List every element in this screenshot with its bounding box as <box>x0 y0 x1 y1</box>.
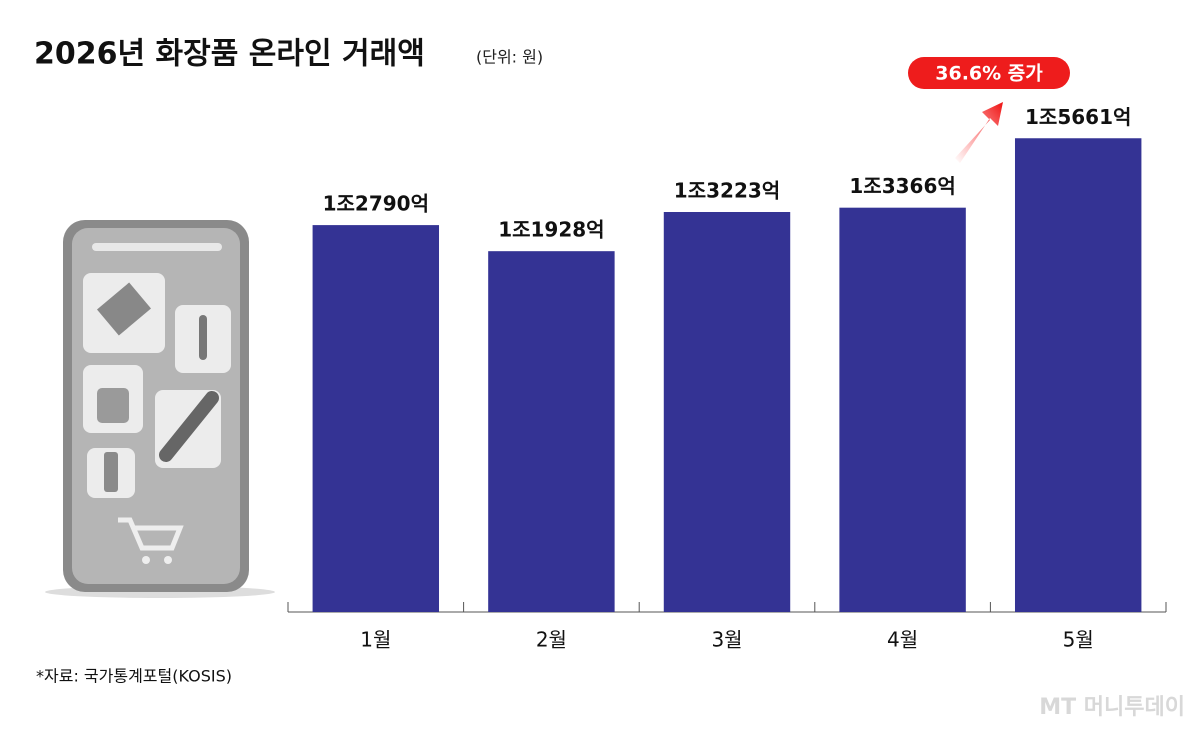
chart-title: 2026년 화장품 온라인 거래액 <box>34 37 425 72</box>
annotation-pill <box>908 57 1070 89</box>
arrow <box>955 102 1003 163</box>
x-tick-label: 1월 <box>360 628 391 652</box>
value-label: 1조3223억 <box>674 179 780 203</box>
value-label: 1조1928억 <box>498 218 604 242</box>
x-tick-label: 4월 <box>887 628 918 652</box>
annotation-group: 36.6% 증가 <box>908 57 1070 163</box>
source: *자료: 국가통계포털(KOSIS) <box>36 667 232 686</box>
chart-subtitle: (단위: 원) <box>476 48 543 67</box>
bar <box>312 225 440 613</box>
watermark: MT 머니투데이 <box>1039 695 1185 720</box>
annotation: 36.6% 증가 <box>935 63 1043 85</box>
value-label: 1조2790억 <box>323 192 429 216</box>
x-tick-label: 2월 <box>536 628 567 652</box>
value-label: 1조3366억 <box>849 174 955 198</box>
value-label: 1조5661억 <box>1025 105 1131 129</box>
bar <box>488 251 615 613</box>
bar <box>839 207 966 612</box>
phone-illustration <box>45 220 275 598</box>
x-tick-label: 3월 <box>711 628 742 652</box>
bar <box>663 212 791 612</box>
x-tick-label: 5월 <box>1063 628 1094 652</box>
bar <box>1014 138 1142 612</box>
